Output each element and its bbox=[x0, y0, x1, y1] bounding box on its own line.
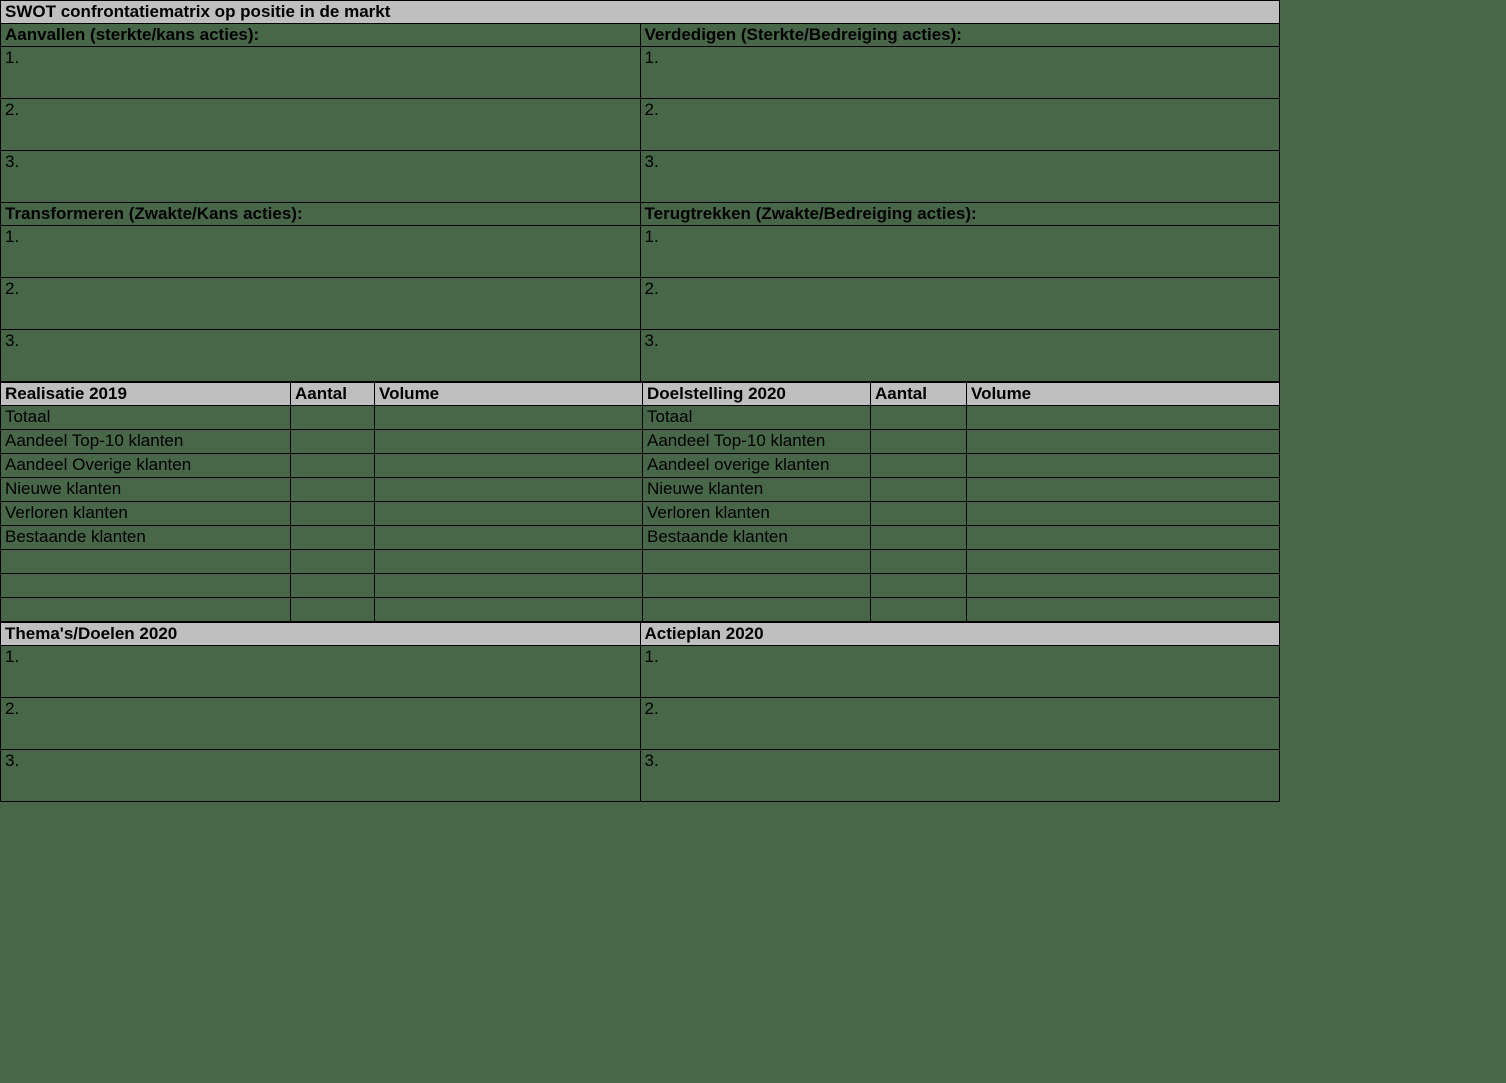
doelstelling-row-label bbox=[643, 550, 871, 574]
results-table: Realisatie 2019 Aantal Volume Doelstelli… bbox=[0, 382, 1280, 622]
swot-title: SWOT confrontatiematrix op positie in de… bbox=[1, 1, 1280, 24]
realisatie-row-volume bbox=[375, 574, 643, 598]
doelstelling-col-volume: Volume bbox=[967, 383, 1280, 406]
realisatie-row-volume bbox=[375, 550, 643, 574]
doelstelling-row-volume bbox=[967, 598, 1280, 622]
plan-table: Thema's/Doelen 2020 Actieplan 2020 1. 1.… bbox=[0, 622, 1280, 802]
actieplan-item: 2. bbox=[640, 698, 1280, 750]
realisatie-row-aantal bbox=[291, 574, 375, 598]
doelstelling-row-volume bbox=[967, 430, 1280, 454]
realisatie-row-volume bbox=[375, 598, 643, 622]
doelstelling-row-label: Totaal bbox=[643, 406, 871, 430]
doelstelling-row-volume bbox=[967, 454, 1280, 478]
doelstelling-row-volume bbox=[967, 550, 1280, 574]
realisatie-row-label: Aandeel Top-10 klanten bbox=[1, 430, 291, 454]
realisatie-row-aantal bbox=[291, 430, 375, 454]
swot-q1-heading: Aanvallen (sterkte/kans acties): bbox=[1, 24, 641, 47]
realisatie-row-label bbox=[1, 550, 291, 574]
realisatie-row-volume bbox=[375, 526, 643, 550]
doelstelling-col-aantal: Aantal bbox=[871, 383, 967, 406]
doelstelling-row-volume bbox=[967, 526, 1280, 550]
doelstelling-row-volume bbox=[967, 502, 1280, 526]
doelstelling-row-aantal bbox=[871, 406, 967, 430]
doelstelling-row-aantal bbox=[871, 454, 967, 478]
realisatie-title: Realisatie 2019 bbox=[1, 383, 291, 406]
realisatie-row-volume bbox=[375, 406, 643, 430]
doelstelling-row-volume bbox=[967, 574, 1280, 598]
actieplan-item: 3. bbox=[640, 750, 1280, 802]
swot-q2-item: 2. bbox=[640, 99, 1280, 151]
doelstelling-row-volume bbox=[967, 406, 1280, 430]
realisatie-row-aantal bbox=[291, 478, 375, 502]
themas-title: Thema's/Doelen 2020 bbox=[1, 623, 641, 646]
swot-q3-heading: Transformeren (Zwakte/Kans acties): bbox=[1, 203, 641, 226]
realisatie-row-aantal bbox=[291, 598, 375, 622]
swot-q3-item: 1. bbox=[1, 226, 641, 278]
themas-item: 1. bbox=[1, 646, 641, 698]
swot-q2-item: 3. bbox=[640, 151, 1280, 203]
doelstelling-row-aantal bbox=[871, 526, 967, 550]
swot-q3-item: 3. bbox=[1, 330, 641, 382]
realisatie-col-volume: Volume bbox=[375, 383, 643, 406]
realisatie-row-label bbox=[1, 574, 291, 598]
doelstelling-row-label bbox=[643, 598, 871, 622]
realisatie-row-label: Bestaande klanten bbox=[1, 526, 291, 550]
swot-q2-heading: Verdedigen (Sterkte/Bedreiging acties): bbox=[640, 24, 1280, 47]
actieplan-item: 1. bbox=[640, 646, 1280, 698]
doelstelling-title: Doelstelling 2020 bbox=[643, 383, 871, 406]
swot-q1-item: 3. bbox=[1, 151, 641, 203]
swot-q4-item: 3. bbox=[640, 330, 1280, 382]
swot-q4-item: 1. bbox=[640, 226, 1280, 278]
realisatie-row-label: Nieuwe klanten bbox=[1, 478, 291, 502]
doelstelling-row-aantal bbox=[871, 550, 967, 574]
swot-q4-item: 2. bbox=[640, 278, 1280, 330]
realisatie-row-volume bbox=[375, 454, 643, 478]
realisatie-col-aantal: Aantal bbox=[291, 383, 375, 406]
realisatie-row-label bbox=[1, 598, 291, 622]
realisatie-row-volume bbox=[375, 430, 643, 454]
doelstelling-row-aantal bbox=[871, 502, 967, 526]
realisatie-row-volume bbox=[375, 478, 643, 502]
swot-table: SWOT confrontatiematrix op positie in de… bbox=[0, 0, 1280, 382]
doelstelling-row-aantal bbox=[871, 598, 967, 622]
realisatie-row-aantal bbox=[291, 526, 375, 550]
doelstelling-row-aantal bbox=[871, 574, 967, 598]
swot-q3-item: 2. bbox=[1, 278, 641, 330]
doelstelling-row-label: Bestaande klanten bbox=[643, 526, 871, 550]
swot-q1-item: 2. bbox=[1, 99, 641, 151]
realisatie-row-aantal bbox=[291, 550, 375, 574]
realisatie-row-volume bbox=[375, 502, 643, 526]
doelstelling-row-label: Aandeel overige klanten bbox=[643, 454, 871, 478]
actieplan-title: Actieplan 2020 bbox=[640, 623, 1280, 646]
realisatie-row-aantal bbox=[291, 406, 375, 430]
swot-q4-heading: Terugtrekken (Zwakte/Bedreiging acties): bbox=[640, 203, 1280, 226]
themas-item: 3. bbox=[1, 750, 641, 802]
doelstelling-row-aantal bbox=[871, 430, 967, 454]
doelstelling-row-label: Verloren klanten bbox=[643, 502, 871, 526]
doelstelling-row-label: Aandeel Top-10 klanten bbox=[643, 430, 871, 454]
doelstelling-row-label bbox=[643, 574, 871, 598]
doelstelling-row-aantal bbox=[871, 478, 967, 502]
realisatie-row-aantal bbox=[291, 454, 375, 478]
swot-q2-item: 1. bbox=[640, 47, 1280, 99]
swot-q1-item: 1. bbox=[1, 47, 641, 99]
themas-item: 2. bbox=[1, 698, 641, 750]
realisatie-row-aantal bbox=[291, 502, 375, 526]
realisatie-row-label: Aandeel Overige klanten bbox=[1, 454, 291, 478]
realisatie-row-label: Totaal bbox=[1, 406, 291, 430]
doelstelling-row-label: Nieuwe klanten bbox=[643, 478, 871, 502]
realisatie-row-label: Verloren klanten bbox=[1, 502, 291, 526]
doelstelling-row-volume bbox=[967, 478, 1280, 502]
